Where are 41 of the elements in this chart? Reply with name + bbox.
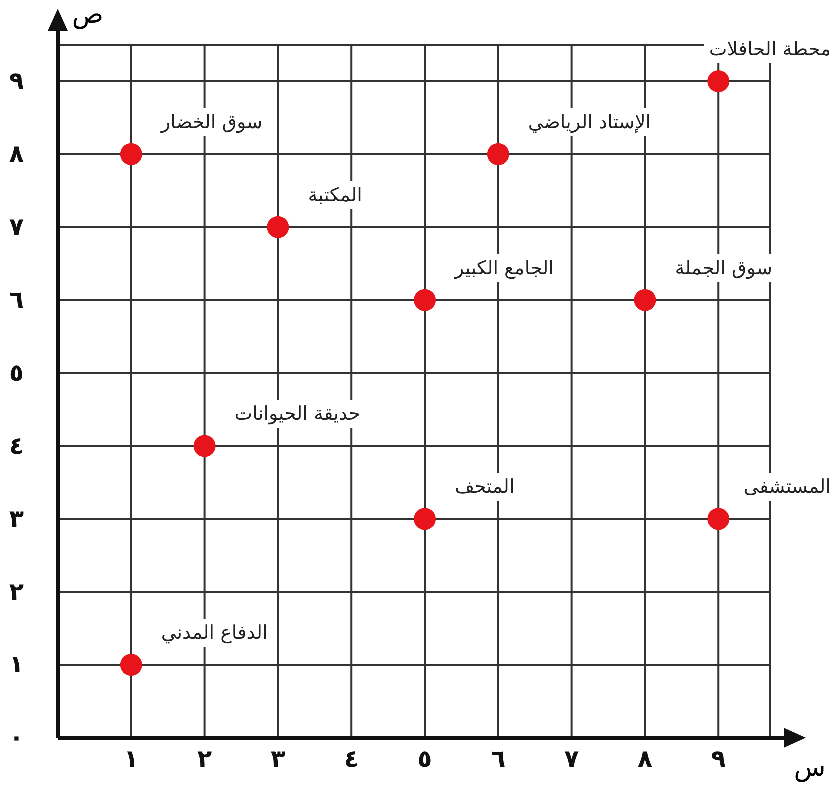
y-tick-label: ٣ (9, 504, 24, 533)
annotation: سوق الخضار (160, 111, 263, 134)
point (120, 143, 142, 166)
y-tick-label: ٤ (9, 432, 24, 460)
annotation: الدفاع المدني (161, 622, 268, 644)
annotation: الجامع الكبير (454, 257, 554, 280)
point (487, 143, 510, 166)
annotation: المتحف (455, 476, 515, 498)
x-tick-label: ٩ (711, 745, 726, 774)
x-tick-label: ١ (124, 745, 139, 774)
x-axis-title: س (794, 753, 826, 783)
x-tick-label: ٤ (344, 745, 359, 774)
y-tick-label: ٦ (9, 286, 24, 314)
annotation: سوق الجملة (675, 257, 773, 280)
point (194, 435, 216, 458)
annotation: محطة الحافلات (709, 38, 831, 60)
annotation: الإستاد الرياضي (528, 111, 652, 134)
annotation: المستشفى (744, 476, 831, 498)
point (120, 654, 142, 676)
annotation: حديقة الحيوانات (234, 403, 361, 426)
x-tick-label: ٦ (491, 745, 506, 774)
annotation: المكتبة (308, 184, 362, 206)
point (267, 216, 290, 238)
y-tick-label: ٥ (9, 358, 24, 387)
x-tick-label: ٢ (197, 745, 212, 774)
y-tick-label: ٠ (9, 724, 24, 752)
x-tick-label: ٨ (638, 745, 653, 774)
point (708, 70, 730, 92)
x-tick-label: ٣ (270, 745, 286, 774)
y-tick-label: ٨ (9, 140, 24, 168)
y-tick-label: ٧ (9, 213, 24, 242)
x-tick-label: ٧ (564, 745, 580, 774)
y-tick-label: ١ (9, 650, 24, 679)
point (414, 289, 436, 312)
y-axis-title: ص (72, 0, 104, 30)
point (634, 289, 656, 312)
point (414, 508, 436, 530)
x-tick-label: ٥ (418, 745, 432, 774)
y-tick-label: ٢ (9, 578, 24, 606)
y-tick-label: ٩ (9, 67, 24, 96)
point (708, 508, 730, 530)
